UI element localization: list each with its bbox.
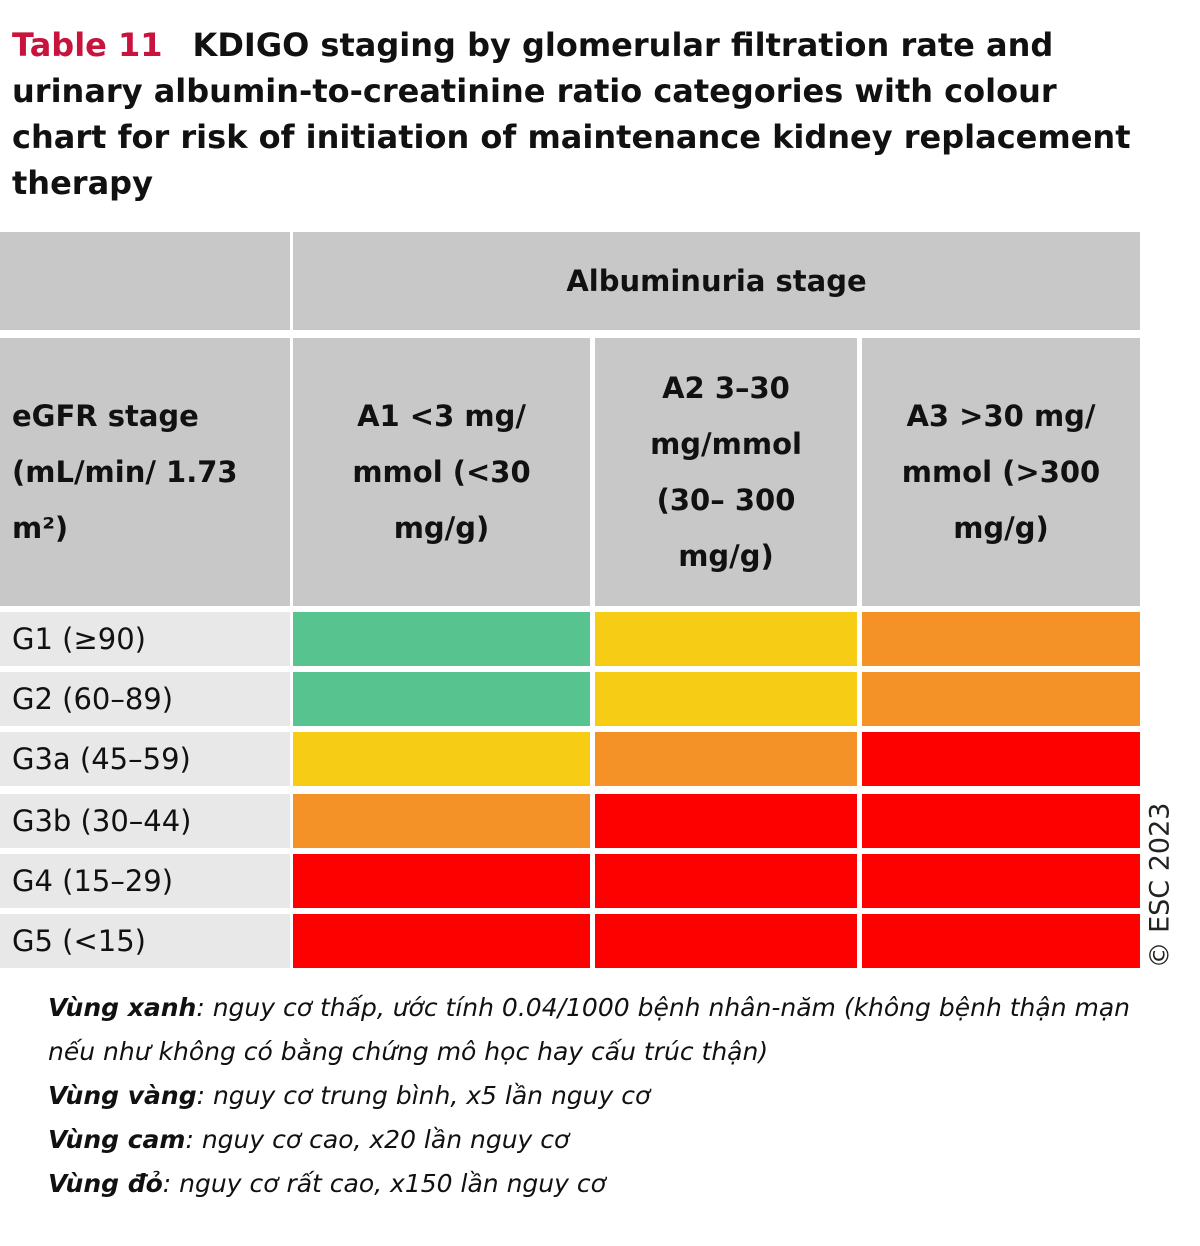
risk-cell [862,854,1140,908]
notes: Vùng xanh: nguy cơ thấp, ước tính 0.04/1… [48,986,1178,1206]
note-text: : nguy cơ rất cao, x150 lần nguy cơ [162,1169,606,1198]
group-header: Albuminuria stage [293,232,1140,330]
risk-cell [595,732,857,786]
column-header: A1 <3 mg/ mmol (<30 mg/g) [293,338,590,606]
title-text: KDIGO staging by glomerular filtration r… [12,26,1131,202]
title-label: Table 11 [12,26,163,64]
note-term: Vùng xanh [48,993,197,1022]
column-header: A2 3–30 mg/mmol (30– 300 mg/g) [595,338,857,606]
risk-cell [862,612,1140,666]
copyright: © ESC 2023 [1144,802,1176,969]
row-label: G1 (≥90) [0,612,290,666]
row-label: G5 (<15) [0,914,290,968]
note-term: Vùng vàng [48,1081,197,1110]
row-label: G2 (60–89) [0,672,290,726]
note: Vùng cam: nguy cơ cao, x20 lần nguy cơ [48,1118,1178,1162]
note-term: Vùng cam [48,1125,186,1154]
risk-cell [595,672,857,726]
risk-cell [293,612,590,666]
column-header: A3 >30 mg/ mmol (>300 mg/g) [862,338,1140,606]
risk-cell [595,794,857,848]
note-text: : nguy cơ trung bình, x5 lần nguy cơ [196,1081,651,1110]
note-text: : nguy cơ cao, x20 lần nguy cơ [185,1125,570,1154]
risk-cell [293,914,590,968]
risk-cell [293,732,590,786]
risk-cell [595,914,857,968]
header-empty [0,232,290,330]
risk-cell [862,914,1140,968]
note-term: Vùng đỏ [48,1169,163,1198]
row-header: eGFR stage (mL/min/ 1.73 m²) [0,338,290,606]
risk-cell [595,854,857,908]
risk-cell [862,672,1140,726]
title: Table 11 KDIGO staging by glomerular filt… [12,22,1132,206]
note: Vùng xanh: nguy cơ thấp, ước tính 0.04/1… [48,986,1178,1074]
risk-cell [595,612,857,666]
risk-cell [862,794,1140,848]
risk-cell [293,854,590,908]
risk-cell [862,732,1140,786]
risk-cell [293,672,590,726]
note-text: : nguy cơ thấp, ước tính 0.04/1000 bệnh … [48,993,1131,1066]
row-label: G3b (30–44) [0,794,290,848]
row-label: G3a (45–59) [0,732,290,786]
note: Vùng đỏ: nguy cơ rất cao, x150 lần nguy … [48,1162,1178,1206]
note: Vùng vàng: nguy cơ trung bình, x5 lần ng… [48,1074,1178,1118]
risk-cell [293,794,590,848]
row-label: G4 (15–29) [0,854,290,908]
